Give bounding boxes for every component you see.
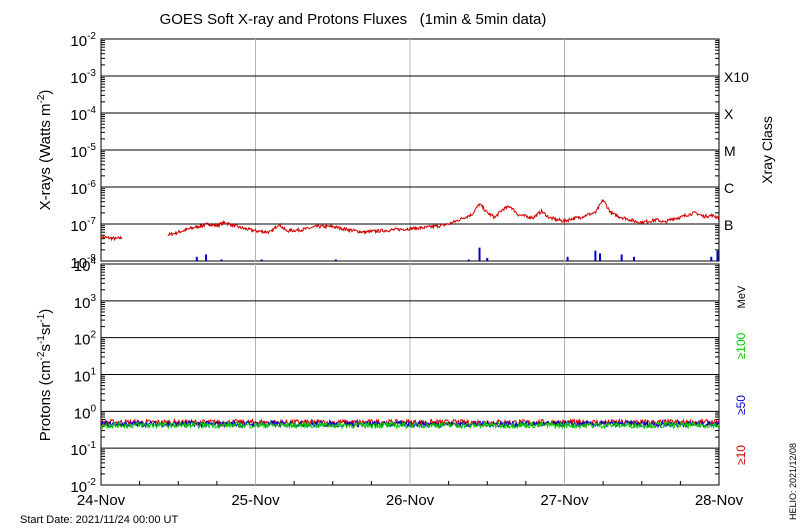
proton-ylabel-prefix: Protons (cm [37,360,54,441]
xray-class-label: M [724,143,736,159]
proton-channel-label: ≥50 [734,395,748,415]
proton-ylabel: Protons (cm-2s-1sr-1) [36,309,54,442]
proton-channel-label: ≥10 [734,445,748,465]
xray-class-label: X10 [724,69,749,85]
xray-class-label: C [724,180,734,196]
xray-ytick-label: 10-7 [70,216,96,235]
xray-red-line [100,235,123,242]
x-tick-label: 28-Nov [695,492,744,509]
proton-ylabel-mid2: sr [37,323,54,336]
xray-ylabel-exp: -2 [36,94,47,103]
xray-class-label: B [724,217,733,233]
proton-series-line [100,420,720,431]
x-tick-label: 27-Nov [540,492,589,509]
credit-label: HELIO: 2021/12/08 [788,443,798,520]
xray-panel: 10-2 10-3 10-4 10-5 10-6 10-7 10-8 X10 X M C B X-r… [36,31,775,272]
proton-ylabel-exp1: -2 [36,351,47,360]
xray-red-line [167,198,720,237]
xray-ylabel-prefix: X-rays (Watts m [37,103,54,210]
chart-title: GOES Soft X-ray and Protons Fluxes (1min… [160,11,547,28]
proton-ylabel-suffix: ) [37,309,54,314]
proton-mev-label: MeV [736,285,748,308]
xray-class-label: Xray Class [759,116,775,184]
proton-ytick-label: 103 [74,293,97,312]
xray-ytick-label: 10-4 [70,105,96,124]
xray-ytick-label: 10-2 [70,31,96,50]
start-date: Start Date: 2021/11/24 00:00 UT [20,514,178,526]
proton-ylabel-exp2: -1 [36,335,47,344]
proton-ytick-label: 100 [74,403,97,422]
proton-ylabel-exp3: -1 [36,313,47,322]
proton-ytick-label: 10-1 [70,440,96,459]
xray-ytick-label: 10-5 [70,142,96,161]
proton-channel-label: ≥100 [734,332,748,359]
proton-series-line [100,417,720,428]
proton-ytick-label: 102 [74,330,97,349]
proton-ylabel-mid1: s [37,344,54,352]
proton-ytick-label: 10-2 [70,477,96,496]
xray-ytick-label: 10-3 [70,68,96,87]
x-tick-label: 24-Nov [77,492,126,509]
xray-ytick-label: 10-6 [70,179,96,198]
xray-class-label: X [724,106,734,122]
xray-ylabel: X-rays (Watts m-2) [36,90,54,211]
xray-ytick-label: 10-8 [70,253,96,272]
proton-ytick-label: 101 [74,367,97,386]
x-tick-label: 25-Nov [231,492,280,509]
x-tick-label: 26-Nov [386,492,435,509]
proton-ytick-label: 104 [74,256,97,275]
xray-ylabel-suffix: ) [37,90,54,95]
